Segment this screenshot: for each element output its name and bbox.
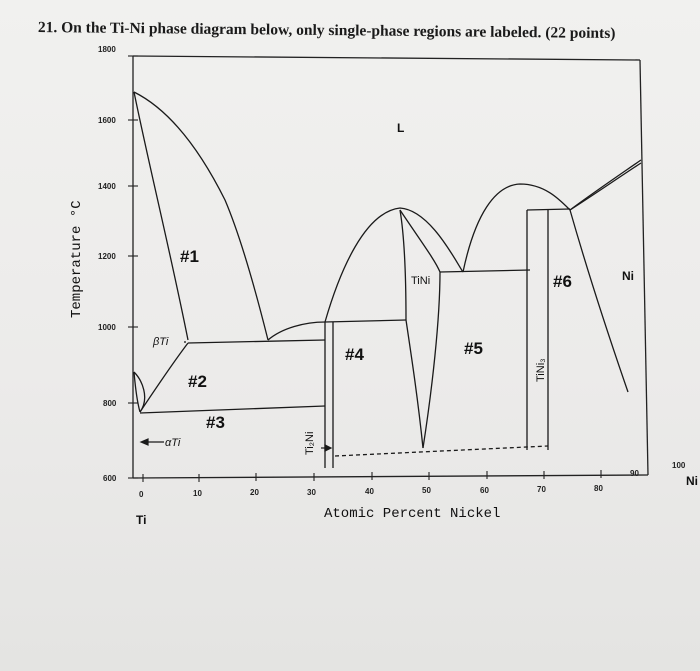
y-tick-label: 600 bbox=[103, 474, 117, 483]
tini3-liquidus-dome bbox=[462, 183, 571, 273]
x-axis-title: Atomic Percent Nickel bbox=[324, 506, 500, 522]
ni-phase-label: Ni bbox=[622, 269, 634, 283]
x-tick-labels: 0 10 20 30 40 50 60 70 80 90 100 bbox=[139, 461, 686, 499]
arrow-head bbox=[324, 444, 333, 452]
region-2-label: #2 bbox=[188, 372, 207, 391]
plot-frame bbox=[132, 55, 649, 479]
y-tick-label: 1200 bbox=[98, 252, 116, 261]
beta-ti-label: βTi bbox=[152, 336, 169, 348]
x-tick-label: 0 bbox=[139, 490, 144, 499]
alpha-ti-arrow bbox=[139, 438, 164, 446]
alpha-solvus bbox=[133, 371, 141, 413]
x-tick-label: 20 bbox=[250, 488, 259, 497]
tini-right-solvus bbox=[399, 209, 441, 449]
y-tick-label: 1400 bbox=[98, 182, 116, 191]
x-tick-label: 10 bbox=[193, 489, 202, 498]
top-axis-line bbox=[132, 55, 641, 61]
liquid-label: L bbox=[397, 121, 404, 135]
x-tick-label: 90 bbox=[630, 469, 639, 478]
y-tick-label: 800 bbox=[103, 399, 117, 408]
ti2ni-liquidus bbox=[267, 321, 326, 341]
ni-solvus bbox=[569, 209, 629, 393]
x-tick-label: 50 bbox=[422, 486, 431, 495]
solidus-curve-ti bbox=[133, 91, 189, 341]
y-tick-marks bbox=[128, 55, 138, 479]
region-1-label: #1 bbox=[180, 247, 199, 266]
tini3-label: TiNi₃ bbox=[535, 358, 547, 382]
phase-boundaries bbox=[133, 91, 642, 468]
y-tick-label: 1000 bbox=[98, 323, 116, 332]
ni-end-label: Ni bbox=[686, 474, 698, 488]
ti-end-label: Ti bbox=[136, 513, 146, 527]
eutectic-line-right bbox=[526, 208, 571, 211]
region-3-label: #3 bbox=[206, 413, 225, 432]
tini-left-lower bbox=[405, 319, 424, 449]
tini-label: TiNi bbox=[411, 275, 430, 287]
x-tick-label: 100 bbox=[672, 461, 686, 470]
peritectic-line bbox=[324, 319, 407, 323]
tini-left-solvus bbox=[399, 209, 407, 321]
x-axis-line bbox=[132, 474, 649, 479]
y-axis-title: Temperature °C bbox=[69, 200, 85, 318]
x-tick-label: 80 bbox=[594, 484, 603, 493]
alpha-ti-label: αTi bbox=[165, 437, 181, 449]
x-tick-marks bbox=[142, 470, 602, 482]
x-tick-label: 60 bbox=[480, 486, 489, 495]
right-axis-line bbox=[639, 59, 649, 476]
x-tick-label: 30 bbox=[307, 488, 316, 497]
eutectic-line-mid bbox=[439, 269, 531, 273]
liquidus-curve-ti bbox=[133, 91, 269, 341]
beta-alpha-boundary bbox=[139, 342, 189, 413]
eutectoid-line bbox=[139, 405, 326, 414]
region-4-label: #4 bbox=[345, 345, 364, 364]
arrow-head bbox=[139, 438, 149, 446]
tini-liquidus-dome bbox=[324, 207, 464, 323]
y-tick-labels: 1800 1600 1400 1200 1000 800 600 bbox=[98, 45, 117, 483]
ti2ni-arrow bbox=[321, 444, 333, 452]
y-tick-label: 1600 bbox=[98, 116, 116, 125]
x-tick-label: 40 bbox=[365, 487, 374, 496]
ti2ni-label: Ti₂Ni bbox=[304, 432, 316, 455]
y-tick-label: 1800 bbox=[98, 45, 116, 54]
region-6-label: #6 bbox=[553, 272, 572, 291]
eutectic-line-upper bbox=[187, 339, 326, 344]
ni-solidus bbox=[569, 162, 642, 211]
dashed-transformation-line bbox=[334, 445, 549, 457]
x-tick-label: 70 bbox=[537, 485, 546, 494]
region-5-label: #5 bbox=[464, 339, 483, 358]
